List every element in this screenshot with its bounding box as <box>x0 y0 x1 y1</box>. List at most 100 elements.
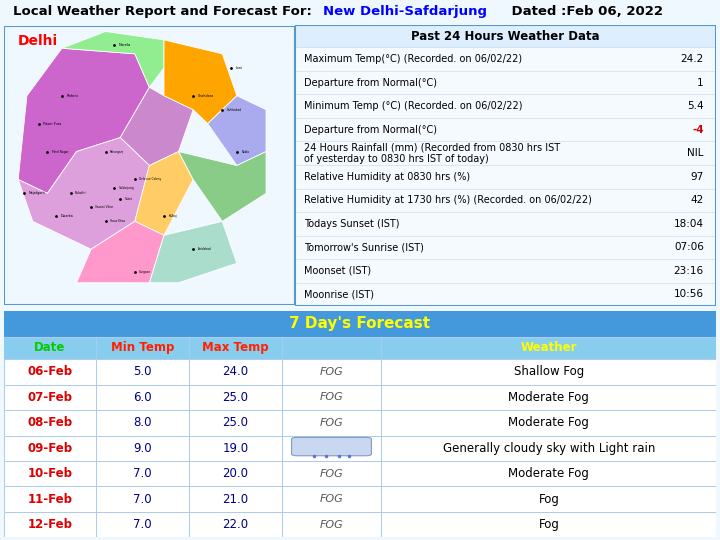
Text: Fog: Fog <box>539 518 559 531</box>
FancyBboxPatch shape <box>4 359 716 384</box>
Text: 25.0: 25.0 <box>222 391 248 404</box>
Text: 11-Feb: 11-Feb <box>27 492 73 505</box>
Text: 22.0: 22.0 <box>222 518 248 531</box>
FancyBboxPatch shape <box>4 487 716 512</box>
Text: 1: 1 <box>697 78 703 87</box>
FancyBboxPatch shape <box>4 436 716 461</box>
Text: Najafgarh: Najafgarh <box>28 191 45 195</box>
Text: FOG: FOG <box>320 469 343 479</box>
Text: Sahibabad: Sahibabad <box>227 107 242 112</box>
Text: Local Weather Report and Forecast For:: Local Weather Report and Forecast For: <box>13 5 317 18</box>
FancyBboxPatch shape <box>295 235 716 259</box>
Text: Moderate Fog: Moderate Fog <box>508 391 590 404</box>
Text: 18:04: 18:04 <box>674 219 703 229</box>
Text: New Delhi-Safdarjung: New Delhi-Safdarjung <box>323 5 487 18</box>
Text: Minimum Temp (°C) (Recorded. on 06/02/22): Minimum Temp (°C) (Recorded. on 06/02/22… <box>304 101 522 111</box>
Text: Moderate Fog: Moderate Fog <box>508 467 590 480</box>
Polygon shape <box>208 96 266 165</box>
Text: 23:16: 23:16 <box>674 266 703 276</box>
FancyBboxPatch shape <box>295 71 716 94</box>
Polygon shape <box>62 31 164 87</box>
FancyBboxPatch shape <box>292 437 372 456</box>
Text: Past 24 Hours Weather Data: Past 24 Hours Weather Data <box>412 30 600 43</box>
Text: Faridabad: Faridabad <box>197 247 211 251</box>
Text: Patel Nagar: Patel Nagar <box>52 150 68 153</box>
Text: Pitam Pura: Pitam Pura <box>43 122 61 126</box>
Text: Kalkaji: Kalkaji <box>168 214 178 218</box>
Polygon shape <box>135 152 193 235</box>
Text: 8.0: 8.0 <box>133 416 152 429</box>
Text: FOG: FOG <box>320 367 343 377</box>
Text: Paharganj: Paharganj <box>110 150 125 153</box>
Text: Safdurjung: Safdurjung <box>119 186 135 190</box>
FancyBboxPatch shape <box>295 94 716 118</box>
Text: 42: 42 <box>690 195 703 205</box>
FancyBboxPatch shape <box>4 410 716 436</box>
Text: Noida: Noida <box>241 150 249 153</box>
Text: 06-Feb: 06-Feb <box>27 366 73 379</box>
FancyBboxPatch shape <box>295 118 716 141</box>
Text: FOG: FOG <box>320 519 343 530</box>
Text: Date: Date <box>35 341 66 354</box>
Text: Delhi: Delhi <box>18 35 58 48</box>
Text: Gurgaon: Gurgaon <box>139 269 151 274</box>
Polygon shape <box>120 87 193 165</box>
Text: FOG: FOG <box>320 393 343 402</box>
Text: FOG: FOG <box>320 494 343 504</box>
FancyBboxPatch shape <box>4 461 716 487</box>
FancyBboxPatch shape <box>295 212 716 235</box>
Text: Narela: Narela <box>119 43 131 48</box>
Text: Loni: Loni <box>235 66 243 70</box>
Text: Min Temp: Min Temp <box>111 341 174 354</box>
Text: Dated :Feb 06, 2022: Dated :Feb 06, 2022 <box>493 5 663 18</box>
Text: 24.2: 24.2 <box>680 54 703 64</box>
FancyBboxPatch shape <box>4 336 716 359</box>
Text: 25.0: 25.0 <box>222 416 248 429</box>
Text: 7.0: 7.0 <box>133 467 152 480</box>
Text: 09-Feb: 09-Feb <box>27 442 73 455</box>
Text: 7.0: 7.0 <box>133 518 152 531</box>
Text: Relative Humidity at 0830 hrs (%): Relative Humidity at 0830 hrs (%) <box>304 172 469 182</box>
Text: 7 Day's Forecast: 7 Day's Forecast <box>289 316 431 331</box>
Text: 21.0: 21.0 <box>222 492 248 505</box>
Text: FOG: FOG <box>320 418 343 428</box>
Ellipse shape <box>307 437 342 446</box>
Text: Departure from Normal(°C): Departure from Normal(°C) <box>304 125 436 134</box>
Text: 5.0: 5.0 <box>133 366 152 379</box>
Text: Relative Humidity at 1730 hrs (%) (Recorded. on 06/02/22): Relative Humidity at 1730 hrs (%) (Recor… <box>304 195 592 205</box>
FancyBboxPatch shape <box>295 25 716 48</box>
Text: Moderate Fog: Moderate Fog <box>508 416 590 429</box>
FancyBboxPatch shape <box>295 48 716 71</box>
Text: 97: 97 <box>690 172 703 182</box>
FancyBboxPatch shape <box>295 165 716 188</box>
Polygon shape <box>164 40 237 124</box>
FancyBboxPatch shape <box>295 259 716 282</box>
Text: 20.0: 20.0 <box>222 467 248 480</box>
Text: Palathi: Palathi <box>75 191 86 195</box>
Text: Todays Sunset (IST): Todays Sunset (IST) <box>304 219 399 229</box>
Text: Max Temp: Max Temp <box>202 341 269 354</box>
Text: Generally cloudy sky with Light rain: Generally cloudy sky with Light rain <box>443 442 655 455</box>
Polygon shape <box>76 221 164 283</box>
Text: Rohini: Rohini <box>66 94 78 98</box>
Text: Maximum Temp(°C) (Recorded. on 06/02/22): Maximum Temp(°C) (Recorded. on 06/02/22) <box>304 54 522 64</box>
FancyBboxPatch shape <box>295 188 716 212</box>
Text: Departure from Normal(°C): Departure from Normal(°C) <box>304 78 436 87</box>
Text: 07-Feb: 07-Feb <box>27 391 73 404</box>
Text: Shahdara: Shahdara <box>197 94 214 98</box>
FancyBboxPatch shape <box>295 282 716 306</box>
Text: 12-Feb: 12-Feb <box>27 518 73 531</box>
FancyBboxPatch shape <box>4 384 716 410</box>
Polygon shape <box>18 138 150 249</box>
Polygon shape <box>18 48 150 193</box>
Text: Tomorrow's Sunrise (IST): Tomorrow's Sunrise (IST) <box>304 242 423 252</box>
Text: Defence Colony: Defence Colony <box>139 178 161 181</box>
Text: 6.0: 6.0 <box>133 391 152 404</box>
Text: 08-Feb: 08-Feb <box>27 416 73 429</box>
Text: Dwarka: Dwarka <box>60 214 73 218</box>
Text: 5.4: 5.4 <box>687 101 703 111</box>
Polygon shape <box>150 221 237 283</box>
Text: Saket: Saket <box>125 197 132 201</box>
Text: 9.0: 9.0 <box>133 442 152 455</box>
Text: Shallow Fog: Shallow Fog <box>514 366 584 379</box>
